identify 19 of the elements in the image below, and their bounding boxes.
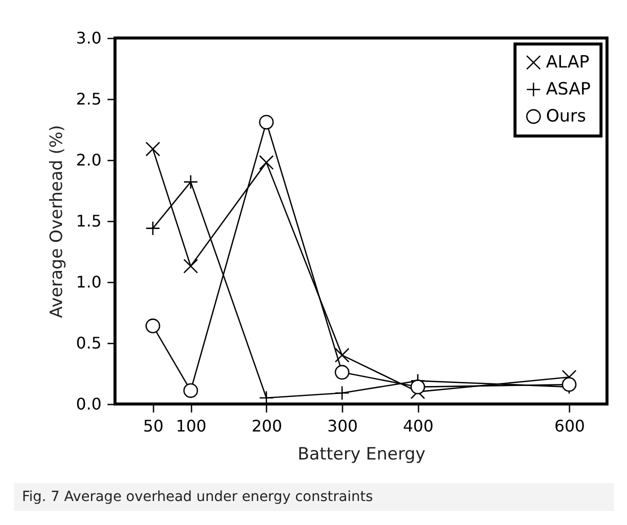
x-tick-label: 50 (143, 416, 164, 436)
x-tick-label: 600 (554, 416, 585, 436)
caption: Fig. 7 Average overhead under energy constraints (22, 489, 374, 505)
x-axis-title: Battery Energy (298, 444, 426, 464)
x-tick-label: 400 (402, 416, 434, 436)
x-tick-label: 100 (176, 416, 206, 436)
y-tick-label: 3.0 (76, 28, 102, 48)
legend-label: ALAP (546, 52, 590, 72)
x-tick-label: 300 (327, 416, 358, 436)
y-tick-label: 0.5 (76, 334, 102, 352)
x-tick-label: 200 (252, 416, 282, 436)
y-tick-label: 0.0 (76, 394, 102, 414)
y-tick-label: 1.5 (76, 212, 102, 230)
y-tick-label: 2.5 (76, 90, 102, 108)
legend-label: Ours (546, 106, 586, 126)
y-tick-label: 1.0 (76, 272, 102, 292)
legend-label: ASAP (546, 80, 591, 100)
y-tick-label: 2.0 (76, 150, 102, 170)
y-axis-title: Average Overhead (%) (47, 124, 68, 318)
